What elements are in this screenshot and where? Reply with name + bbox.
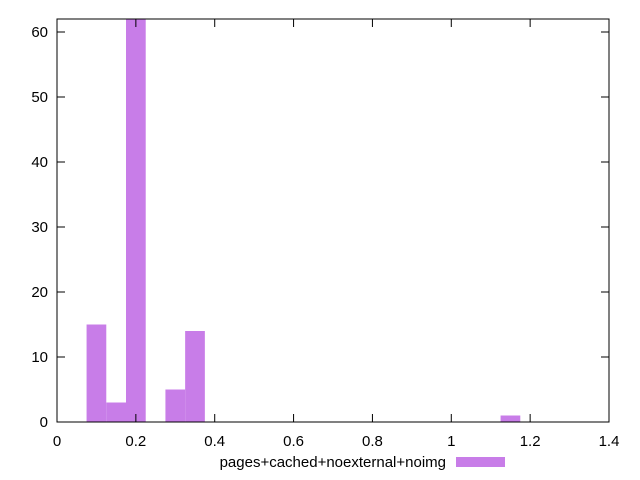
legend: pages+cached+noexternal+noimg xyxy=(220,454,505,471)
x-tick-label: 0.4 xyxy=(204,433,225,450)
y-tick-label: 50 xyxy=(31,89,48,106)
y-tick-label: 0 xyxy=(40,414,48,431)
x-tick-label: 1.2 xyxy=(520,433,541,450)
y-tick-label: 10 xyxy=(31,349,48,366)
y-tick-label: 60 xyxy=(31,24,48,41)
x-tick-label: 1.4 xyxy=(599,433,620,450)
histogram-bar xyxy=(126,19,146,422)
x-tick-label: 1 xyxy=(447,433,455,450)
x-tick-label: 0.8 xyxy=(362,433,383,450)
x-tick-label: 0.6 xyxy=(283,433,304,450)
y-tick-label: 20 xyxy=(31,284,48,301)
histogram-bar xyxy=(86,324,107,422)
histogram-bar xyxy=(500,415,521,422)
plot-frame xyxy=(56,18,610,423)
bars-group xyxy=(86,19,521,422)
histogram-bar xyxy=(185,331,205,422)
y-tick-label: 40 xyxy=(31,154,48,171)
x-tick-label: 0.2 xyxy=(125,433,146,450)
legend-label: pages+cached+noexternal+noimg xyxy=(220,454,446,471)
ticks-group: 0 0.2 0.4 0.6 0.8 1 1.2 1.4 0 10 20 30 40 50 60 xyxy=(31,19,619,450)
legend-swatch xyxy=(456,457,505,467)
histogram-bar xyxy=(106,402,126,422)
x-tick-label: 0 xyxy=(53,433,61,450)
histogram-bar xyxy=(165,389,186,422)
y-tick-label: 30 xyxy=(31,219,48,236)
